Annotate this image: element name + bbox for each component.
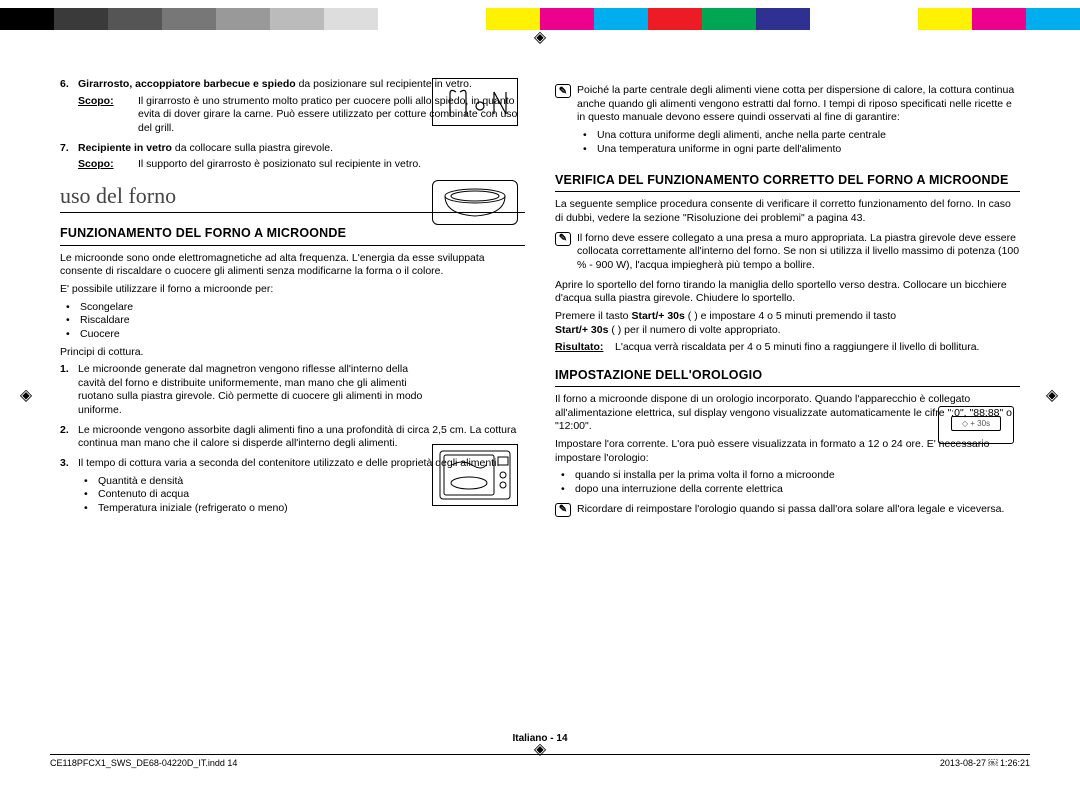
- risultato-text: L'acqua verrà riscaldata per 4 o 5 minut…: [615, 341, 985, 355]
- scopo-text: Il girarrosto è uno strumento molto prat…: [138, 95, 525, 136]
- body-text: Ricordare di reimpostare l'orologio quan…: [577, 503, 1004, 517]
- body-text: Impostare l'ora corrente. L'ora può esse…: [555, 438, 1020, 465]
- page-footer: Italiano - 14: [0, 733, 1080, 744]
- body-text: da posizionare sul recipiente in vetro.: [296, 78, 472, 90]
- scopo-label: Scopo:: [78, 95, 114, 107]
- left-column: 6. Girarrosto, accoppiatore barbecue e s…: [60, 78, 525, 738]
- list-number: 3.: [60, 457, 78, 520]
- body-text: Le microonde sono onde elettromagnetiche…: [60, 252, 525, 279]
- list-item: Una cottura uniforme degli alimenti, anc…: [597, 129, 1020, 143]
- scopo-text: Il supporto del girarrosto è posizionato…: [138, 158, 427, 172]
- list-number: 1.: [60, 363, 78, 418]
- heading-funzionamento: FUNZIONAMENTO DEL FORNO A MICROONDE: [60, 225, 525, 245]
- footer-timestamp: 2013-08-27 ￼ 1:26:21: [940, 758, 1030, 770]
- list-number: 2.: [60, 424, 78, 451]
- note-icon: ✎: [555, 503, 571, 517]
- body-text: Il tempo di cottura varia a seconda del …: [78, 457, 499, 469]
- list-item: Una temperatura uniforme in ogni parte d…: [597, 143, 1020, 157]
- body-text: La seguente semplice procedura consente …: [555, 198, 1020, 225]
- list-item: Riscaldare: [80, 314, 525, 328]
- note-icon: ✎: [555, 84, 571, 98]
- color-calibration-bar: [0, 8, 1080, 30]
- body-text: Principi di cottura.: [60, 346, 525, 360]
- registration-mark-icon: ◈: [532, 30, 548, 46]
- note-icon: ✎: [555, 232, 571, 246]
- section-title: uso del forno: [60, 182, 525, 214]
- list-item: Quantità e densità: [98, 475, 525, 489]
- list-item: Temperatura iniziale (refrigerato o meno…: [98, 502, 525, 516]
- heading-orologio: IMPOSTAZIONE DELL'OROLOGIO: [555, 367, 1020, 387]
- item-title: Girarrosto, accoppiatore barbecue e spie…: [78, 78, 296, 90]
- risultato-label: Risultato:: [555, 341, 603, 353]
- footer-filename: CE118PFCX1_SWS_DE68-04220D_IT.indd 14: [50, 758, 237, 770]
- list-item: Cuocere: [80, 328, 525, 342]
- body-text: Il forno deve essere collegato a una pre…: [577, 232, 1020, 273]
- body-text: da collocare sulla piastra girevole.: [172, 142, 333, 154]
- body-text: Le microonde vengono assorbite dagli ali…: [78, 424, 525, 451]
- registration-mark-icon: ◈: [18, 388, 34, 404]
- list-item: Contenuto di acqua: [98, 488, 525, 502]
- body-text: Poiché la parte centrale degli alimenti …: [577, 84, 1014, 123]
- body-text: Aprire lo sportello del forno tirando la…: [555, 279, 1020, 306]
- item-title: Recipiente in vetro: [78, 142, 172, 154]
- registration-mark-icon: ◈: [1044, 388, 1060, 404]
- right-column: ✎ Poiché la parte centrale degli aliment…: [555, 78, 1020, 738]
- list-item: dopo una interruzione della corrente ele…: [575, 483, 1020, 497]
- list-item: Scongelare: [80, 301, 525, 315]
- body-text: E' possibile utilizzare il forno a micro…: [60, 283, 525, 297]
- heading-verifica: VERIFICA DEL FUNZIONAMENTO CORRETTO DEL …: [555, 172, 1020, 192]
- scopo-label: Scopo:: [78, 158, 114, 170]
- body-text: Premere il tasto Start/+ 30s ( ) e impos…: [555, 310, 1020, 337]
- list-number: 7.: [60, 142, 78, 172]
- body-text: Il forno a microonde dispone di un orolo…: [555, 393, 1020, 434]
- body-text: Le microonde generate dal magnetron veng…: [78, 363, 525, 418]
- list-number: 6.: [60, 78, 78, 136]
- list-item: quando si installa per la prima volta il…: [575, 469, 1020, 483]
